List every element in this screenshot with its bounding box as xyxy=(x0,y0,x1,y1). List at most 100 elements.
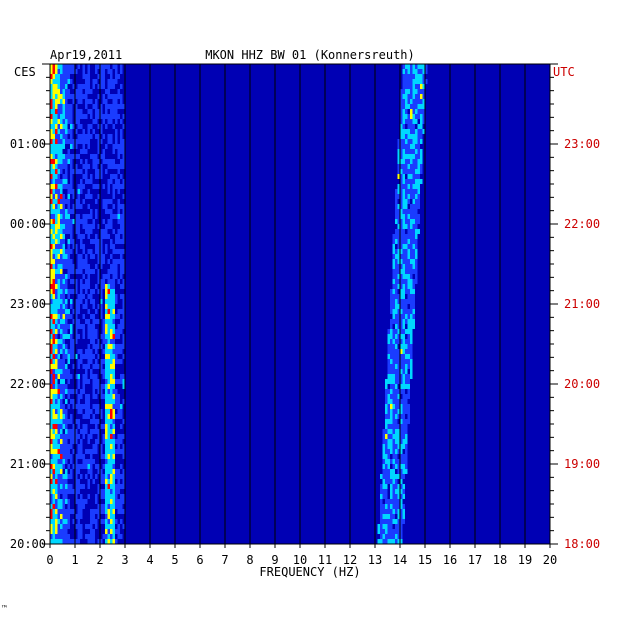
spectrogram-cell xyxy=(380,504,383,509)
spectrogram-cell xyxy=(85,224,88,229)
spectrogram-cell xyxy=(57,109,60,114)
spectrogram-cell xyxy=(397,184,400,189)
spectrogram-cell xyxy=(402,94,405,99)
spectrogram-cell xyxy=(402,109,405,114)
spectrogram-cell xyxy=(120,144,123,149)
spectrogram-cell xyxy=(55,524,58,529)
spectrogram-cell xyxy=(405,339,408,344)
spectrogram-cell xyxy=(55,159,58,164)
spectrogram-cell xyxy=(112,299,115,304)
spectrogram-cell xyxy=(410,104,413,109)
spectrogram-cell xyxy=(62,449,65,454)
spectrogram-cell xyxy=(65,119,68,124)
spectrogram-cell xyxy=(52,109,55,114)
spectrogram-cell xyxy=(90,374,93,379)
spectrogram-cell xyxy=(95,404,98,409)
spectrogram-cell xyxy=(85,299,88,304)
spectrogram-cell xyxy=(60,269,63,274)
spectrogram-cell xyxy=(87,144,90,149)
spectrogram-cell xyxy=(105,104,108,109)
spectrogram-cell xyxy=(57,319,60,324)
spectrogram-cell xyxy=(55,444,58,449)
spectrogram-cell xyxy=(417,64,420,69)
spectrogram-cell xyxy=(55,249,58,254)
spectrogram-cell xyxy=(90,429,93,434)
spectrogram-cell xyxy=(62,394,65,399)
spectrogram-cell xyxy=(65,219,68,224)
spectrogram-cell xyxy=(382,489,385,494)
right-time-label: 19:00 xyxy=(564,457,600,471)
spectrogram-cell xyxy=(82,414,85,419)
spectrogram-cell xyxy=(105,499,108,504)
spectrogram-cell xyxy=(405,279,408,284)
spectrogram-cell xyxy=(70,249,73,254)
spectrogram-cell xyxy=(65,259,68,264)
spectrogram-cell xyxy=(415,104,418,109)
spectrogram-cell xyxy=(410,239,413,244)
spectrogram-cell xyxy=(402,139,405,144)
spectrogram-cell xyxy=(60,334,63,339)
spectrogram-cell xyxy=(55,474,58,479)
spectrogram-cell xyxy=(85,104,88,109)
spectrogram-cell xyxy=(82,424,85,429)
spectrogram-cell xyxy=(105,384,108,389)
spectrogram-cell xyxy=(410,274,413,279)
spectrogram-cell xyxy=(112,379,115,384)
spectrogram-cell xyxy=(410,234,413,239)
spectrogram-cell xyxy=(55,229,58,234)
spectrogram-cell xyxy=(400,334,403,339)
spectrogram-cell xyxy=(80,219,83,224)
spectrogram-cell xyxy=(77,449,80,454)
spectrogram-cell xyxy=(112,434,115,439)
spectrogram-cell xyxy=(60,89,63,94)
spectrogram-cell xyxy=(120,99,123,104)
spectrogram-cell xyxy=(400,324,403,329)
spectrogram-cell xyxy=(102,384,105,389)
spectrogram-cell xyxy=(395,304,398,309)
spectrogram-cell xyxy=(410,64,413,69)
spectrogram-cell xyxy=(395,519,398,524)
spectrogram-cell xyxy=(85,229,88,234)
spectrogram-cell xyxy=(412,259,415,264)
spectrogram-cell xyxy=(415,259,418,264)
spectrogram-cell xyxy=(110,384,113,389)
spectrogram-cell xyxy=(120,499,123,504)
spectrogram-cell xyxy=(92,164,95,169)
spectrogram-cell xyxy=(52,519,55,524)
spectrogram-cell xyxy=(65,209,68,214)
spectrogram-cell xyxy=(60,519,63,524)
spectrogram-cell xyxy=(92,344,95,349)
spectrogram-cell xyxy=(115,529,118,534)
spectrogram-cell xyxy=(390,374,393,379)
spectrogram-cell xyxy=(100,389,103,394)
spectrogram-cell xyxy=(395,409,398,414)
spectrogram-cell xyxy=(112,499,115,504)
spectrogram-cell xyxy=(62,424,65,429)
spectrogram-cell xyxy=(115,259,118,264)
spectrogram-cell xyxy=(85,464,88,469)
spectrogram-cell xyxy=(400,344,403,349)
spectrogram-cell xyxy=(112,109,115,114)
spectrogram-cell xyxy=(117,534,120,539)
spectrogram-cell xyxy=(422,109,425,114)
spectrogram-cell xyxy=(67,229,70,234)
spectrogram-cell xyxy=(400,114,403,119)
spectrogram-cell xyxy=(85,194,88,199)
spectrogram-cell xyxy=(122,259,125,264)
spectrogram-cell xyxy=(90,514,93,519)
spectrogram-cell xyxy=(410,264,413,269)
spectrogram-cell xyxy=(52,334,55,339)
spectrogram-cell xyxy=(92,354,95,359)
spectrogram-cell xyxy=(100,64,103,69)
spectrogram-cell xyxy=(100,104,103,109)
spectrogram-cell xyxy=(405,64,408,69)
spectrogram-cell xyxy=(107,304,110,309)
spectrogram-cell xyxy=(75,214,78,219)
spectrogram-cell xyxy=(417,194,420,199)
spectrogram-cell xyxy=(387,344,390,349)
spectrogram-cell xyxy=(112,164,115,169)
spectrogram-cell xyxy=(405,244,408,249)
spectrogram-cell xyxy=(392,529,395,534)
spectrogram-cell xyxy=(105,509,108,514)
spectrogram-cell xyxy=(72,124,75,129)
